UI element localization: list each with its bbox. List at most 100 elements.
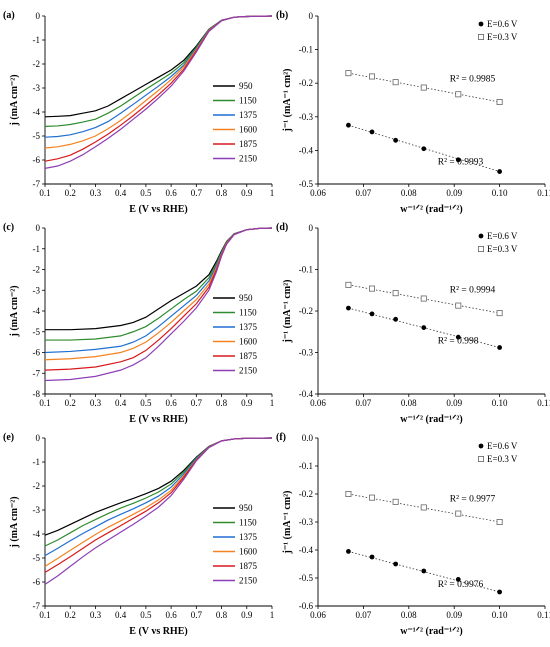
panel-label: (d) [276, 222, 288, 233]
data-point [369, 129, 375, 135]
x-tick-label: 0.6 [165, 398, 177, 408]
series-line-950 [45, 227, 273, 331]
x-tick-label: 0.09 [446, 610, 462, 620]
y-tick-label: -1 [33, 35, 41, 45]
panel-label: (a) [3, 10, 15, 21]
legend-label: E=0.6 V [487, 19, 518, 29]
data-point [392, 290, 399, 297]
x-tick-label: 0.6 [165, 610, 177, 620]
x-tick-label: 0.10 [492, 398, 508, 408]
x-tick-label: 0.4 [115, 188, 127, 198]
data-point [455, 577, 461, 582]
y-tick-label: -0.2 [299, 78, 313, 88]
x-axis-label: w⁻¹ᐟ² (rad⁻¹ᐟ²) [400, 414, 462, 425]
legend-marker [478, 233, 484, 239]
x-tick-label: 0.5 [140, 610, 152, 620]
x-tick-label: 0.11 [537, 188, 550, 198]
legend-label: E=0.3 V [487, 32, 518, 42]
x-tick-label: 1 [270, 188, 275, 198]
panel-e: 0.1 0.2 0.3 0.4 0.5 0.6 0.7 0.8 0.9 1 -7 -6 -5 -4 -3 -2… [3, 432, 274, 637]
x-tick-label: 0.7 [191, 610, 203, 620]
r-squared-label: R² = 0.998 [438, 337, 479, 347]
y-tick-label: -4 [33, 529, 41, 539]
x-tick-label: 0.2 [65, 398, 76, 408]
data-point [345, 70, 352, 77]
y-tick-label: -2 [33, 265, 41, 275]
series-line-1875 [44, 437, 273, 573]
data-point [393, 316, 399, 322]
y-tick-label: -4 [33, 107, 41, 117]
x-tick-label: 1 [270, 398, 275, 408]
y-tick-label: -3 [33, 285, 41, 295]
data-point [393, 561, 399, 567]
data-point [455, 510, 462, 517]
data-point [369, 554, 375, 560]
x-axis-label: w⁻¹ᐟ² (rad⁻¹ᐟ²) [400, 626, 462, 637]
y-tick-label: -0.1 [299, 265, 313, 275]
y-tick-label: -0.4 [299, 145, 314, 155]
x-tick-label: 0.08 [401, 188, 417, 198]
panel-label: (f) [276, 432, 286, 443]
x-tick-label: 0.08 [401, 398, 417, 408]
y-tick-label: -3 [33, 83, 41, 93]
y-tick-label: -0.5 [299, 179, 314, 189]
y-tick-label: -3 [33, 505, 41, 515]
x-tick-label: 0.5 [140, 188, 152, 198]
x-tick-label: 0.8 [216, 188, 228, 198]
series-line-950 [44, 437, 273, 536]
x-tick-label: 0.09 [446, 398, 462, 408]
y-tick-label: -7 [33, 368, 41, 378]
x-tick-label: 0.07 [356, 188, 372, 198]
series-line-2150 [44, 227, 273, 382]
x-tick-label: 0.5 [140, 398, 152, 408]
y-axis-label: j⁻¹ (mA⁻¹ cm²) [282, 69, 293, 133]
y-axis-label: j⁻¹ (mA⁻¹ cm²) [282, 280, 293, 344]
y-tick-label: -0.3 [299, 112, 314, 122]
y-tick-label: -0.5 [299, 573, 314, 583]
y-axis-label: j (mA cm⁻²) [9, 496, 20, 548]
data-point [455, 157, 461, 163]
legend-label-1375: 1375 [239, 110, 258, 120]
r-squared-label: R² = 0.9993 [438, 158, 484, 168]
panel-c: 0.1 0.2 0.3 0.4 0.5 0.6 0.7 0.8 0.9 1 -8 -7 -6 -5 -4 -3… [3, 222, 274, 425]
panel-b: 0.06 0.07 0.08 0.09 0.10 0.11 -0.5 -0.4 -0.3 -0.2… [276, 10, 550, 215]
x-axis-label: w⁻¹ᐟ² (rad⁻¹ᐟ²) [400, 204, 462, 215]
data-point [496, 519, 503, 526]
x-tick-label: 0.07 [356, 610, 372, 620]
x-tick-label: 0.7 [191, 188, 203, 198]
panel-f: 0.06 0.07 0.08 0.09 0.10 0.11 -0.6 -0.5 -0.4 -0.3… [276, 432, 550, 637]
legend-label-950: 950 [239, 293, 253, 303]
y-tick-label: -0.2 [299, 489, 313, 499]
panel-d: 0.06 0.07 0.08 0.09 0.10 0.11 -0.4 -0.3 -0.2 -0.1… [276, 222, 550, 425]
data-point [421, 146, 427, 152]
x-tick-label: 0.9 [241, 398, 253, 408]
y-tick-label: -6 [33, 155, 41, 165]
y-tick-label: -0.3 [299, 517, 314, 527]
panel-a: 0.1 0.2 0.3 0.4 0.5 0.6 0.7 0.8 0.9 1 -7 -6 -5 -4 -3 -2… [3, 10, 274, 215]
x-tick-label: 0.9 [241, 610, 253, 620]
x-tick-label: 0.09 [446, 188, 462, 198]
x-tick-label: 0.11 [537, 610, 550, 620]
series-line-1600 [44, 15, 273, 149]
data-point [345, 281, 352, 288]
x-tick-label: 0.4 [115, 610, 127, 620]
x-tick-label: 0.07 [356, 398, 372, 408]
y-tick-label: -0.2 [299, 306, 313, 316]
x-tick-label: 0.2 [65, 188, 76, 198]
data-point [345, 490, 352, 497]
legend-marker [477, 34, 484, 41]
legend-label-2150: 2150 [239, 366, 258, 376]
y-tick-label: -7 [33, 179, 41, 189]
x-axis-label: E (V vs RHE) [129, 626, 187, 637]
legend-label-1875: 1875 [239, 351, 258, 361]
y-tick-label: 0 [36, 11, 41, 21]
y-tick-label: -5 [33, 553, 41, 563]
x-tick-label: 0.11 [537, 398, 550, 408]
y-tick-label: -0.4 [299, 389, 314, 399]
data-point [346, 305, 351, 311]
y-tick-label: 0.0 [302, 433, 314, 443]
data-point [497, 169, 502, 174]
y-tick-label: -0.4 [299, 545, 314, 555]
x-tick-label: 0.2 [65, 610, 76, 620]
